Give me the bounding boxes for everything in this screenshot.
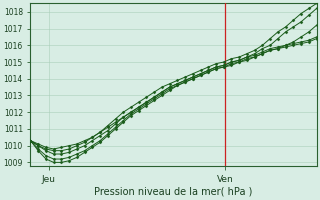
X-axis label: Pression niveau de la mer( hPa ): Pression niveau de la mer( hPa ) (94, 187, 253, 197)
